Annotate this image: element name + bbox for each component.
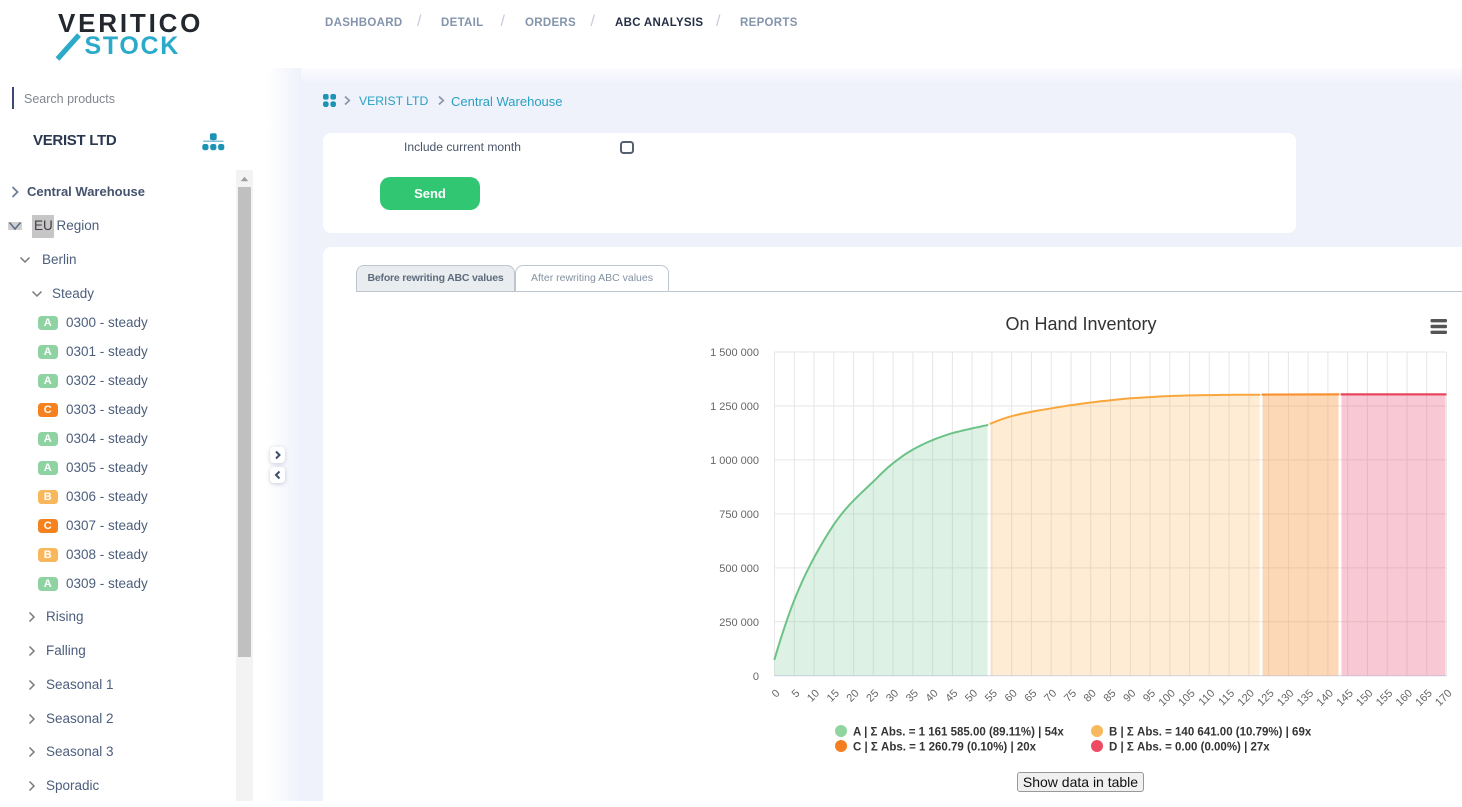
svg-text:500 000: 500 000 — [719, 563, 759, 575]
svg-text:115: 115 — [1216, 687, 1237, 708]
svg-text:15: 15 — [825, 687, 842, 704]
svg-text:20: 20 — [845, 687, 862, 704]
svg-text:10: 10 — [805, 687, 822, 704]
svg-text:110: 110 — [1197, 687, 1218, 708]
svg-text:60: 60 — [1003, 687, 1020, 704]
svg-text:120: 120 — [1236, 687, 1257, 708]
svg-text:100: 100 — [1156, 687, 1177, 708]
svg-text:C | Σ Abs. = 1 260.79 (0.10%): C | Σ Abs. = 1 260.79 (0.10%) | 20x — [853, 742, 1037, 754]
svg-text:1 250 000: 1 250 000 — [710, 401, 759, 413]
svg-text:B | Σ Abs. = 140 641.00 (10.79: B | Σ Abs. = 140 641.00 (10.79%) | 69x — [1109, 727, 1312, 739]
svg-text:135: 135 — [1295, 687, 1316, 708]
svg-text:5: 5 — [790, 687, 803, 700]
svg-text:155: 155 — [1374, 687, 1395, 708]
svg-text:165: 165 — [1413, 687, 1434, 708]
svg-text:90: 90 — [1121, 687, 1138, 704]
svg-text:70: 70 — [1042, 687, 1059, 704]
svg-text:1 500 000: 1 500 000 — [710, 347, 759, 359]
svg-text:50: 50 — [963, 687, 980, 704]
svg-text:160: 160 — [1394, 687, 1415, 708]
svg-text:30: 30 — [884, 687, 901, 704]
svg-text:75: 75 — [1062, 687, 1079, 704]
svg-text:40: 40 — [924, 687, 941, 704]
svg-text:750 000: 750 000 — [719, 509, 759, 521]
svg-text:55: 55 — [983, 687, 1000, 704]
svg-text:On Hand Inventory: On Hand Inventory — [1005, 314, 1156, 334]
svg-text:0: 0 — [753, 671, 759, 683]
svg-text:170: 170 — [1433, 687, 1454, 708]
svg-text:1 000 000: 1 000 000 — [710, 455, 759, 467]
svg-text:85: 85 — [1101, 687, 1118, 704]
svg-text:125: 125 — [1255, 687, 1276, 708]
svg-text:A | Σ Abs. = 1 161 585.00 (89.: A | Σ Abs. = 1 161 585.00 (89.11%) | 54x — [853, 727, 1064, 739]
svg-text:65: 65 — [1022, 687, 1039, 704]
svg-text:140: 140 — [1315, 687, 1336, 708]
svg-text:95: 95 — [1141, 687, 1158, 704]
svg-text:45: 45 — [943, 687, 960, 704]
svg-text:105: 105 — [1176, 687, 1197, 708]
svg-text:130: 130 — [1275, 687, 1296, 708]
svg-text:25: 25 — [864, 687, 881, 704]
svg-text:D | Σ Abs. = 0.00 (0.00%) | 27: D | Σ Abs. = 0.00 (0.00%) | 27x — [1109, 742, 1270, 754]
svg-text:150: 150 — [1354, 687, 1375, 708]
svg-text:145: 145 — [1334, 687, 1355, 708]
svg-text:0: 0 — [770, 687, 783, 700]
svg-text:80: 80 — [1082, 687, 1099, 704]
svg-text:250 000: 250 000 — [719, 617, 759, 629]
svg-text:35: 35 — [904, 687, 921, 704]
